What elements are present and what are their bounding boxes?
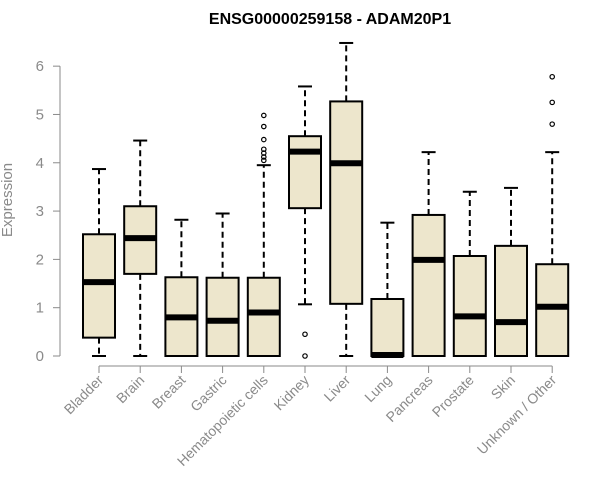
x-tick-label: Liver [321,372,354,405]
box [370,297,405,357]
x-tick-label: Bladder [61,372,107,418]
outlier-point [302,331,308,338]
y-tick-label: 1 [36,300,44,317]
y-tick-label: 2 [36,251,44,268]
outlier-point [260,123,267,130]
y-tick-label: 6 [36,58,44,75]
x-tick-label: Lung [361,372,394,405]
box-group [205,212,240,358]
outlier-point [549,73,556,80]
outlier-point [302,353,308,359]
chart-title: ENSG00000259158 - ADAM20P1 [209,11,451,28]
box [246,276,281,358]
x-tick-label: Kidney [271,372,313,414]
y-tick-label: 3 [36,203,44,220]
outlier-point [260,146,267,153]
y-tick-label: 4 [36,155,44,172]
box-group [246,112,281,358]
box-group [329,41,364,357]
box [494,244,528,357]
box-group [370,221,405,359]
box [411,213,446,357]
box-group [452,190,487,358]
box-group [288,85,322,359]
box [452,255,487,358]
outlier-point [549,121,556,127]
y-axis: 0 1 2 3 4 5 6 [36,58,61,365]
box-group [123,139,158,357]
x-tick-label: Skin [488,372,519,403]
x-tick-label: Prostate [429,372,477,420]
box-group [411,151,446,357]
outlier-point [260,136,267,143]
box [205,276,240,358]
box-group [164,218,199,357]
plot-area [82,41,570,359]
x-tick-label: Breast [149,372,189,412]
y-tick-label: 0 [36,348,44,365]
box [535,263,570,358]
y-tick-label: 5 [36,106,44,123]
box-group [82,168,116,357]
box-group [494,186,528,357]
box [329,100,364,305]
outlier-point [549,99,556,106]
box-group [535,73,570,358]
outlier-point [260,112,267,119]
box [82,233,116,339]
y-axis-label: Expression [0,163,16,237]
box [288,135,322,210]
x-tick-label: Brain [113,372,147,406]
outlier-point [260,157,267,164]
